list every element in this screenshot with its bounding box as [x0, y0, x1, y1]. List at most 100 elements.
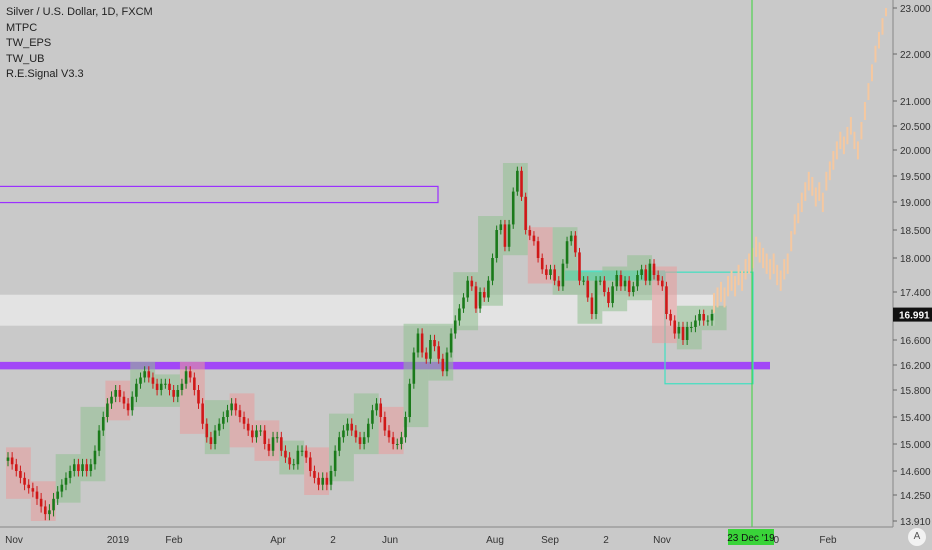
candle-body — [644, 269, 648, 281]
time-tick-label: Apr — [270, 535, 286, 546]
candle-body — [549, 269, 552, 275]
candle-body — [300, 450, 304, 452]
candle-body — [383, 417, 387, 431]
candle-body — [151, 377, 155, 384]
price-tick-label: 16.200 — [900, 361, 931, 372]
candle-body — [118, 390, 122, 397]
candle-body — [56, 491, 59, 499]
candle-body — [313, 471, 316, 478]
candle-body — [536, 241, 540, 258]
candle-shade-box — [6, 447, 31, 499]
candle-body — [462, 297, 465, 309]
candle-body — [89, 464, 93, 471]
candle-body — [230, 403, 233, 411]
candle-body — [474, 286, 478, 309]
time-tick-label: Nov — [5, 535, 23, 546]
candle-shade-box — [577, 272, 603, 324]
scale-toggle-group: A — [904, 526, 926, 546]
indicator-label-tw-eps: TW_EPS — [6, 37, 52, 49]
candle-body — [329, 471, 333, 485]
indicator-label-tw-ub: TW_UB — [6, 52, 45, 65]
candle-body — [607, 292, 610, 303]
candle-body — [358, 437, 362, 444]
price-tick-label: 19.500 — [900, 172, 931, 183]
price-tick-label: 13.910 — [900, 517, 931, 528]
candle-shade-box — [676, 305, 702, 350]
candle-body — [139, 377, 142, 384]
candle-body — [242, 417, 246, 424]
candle-shade-box — [130, 361, 156, 407]
candle-body — [52, 498, 55, 511]
price-tick-label: 14.600 — [900, 467, 931, 478]
price-tick-label: 15.000 — [900, 440, 931, 451]
candle-body — [379, 403, 383, 417]
candle-body — [706, 320, 710, 322]
candle-body — [466, 280, 469, 298]
candle-body — [619, 275, 623, 287]
candle-body — [321, 477, 325, 485]
candle-body — [180, 383, 184, 390]
candle-shade-box — [105, 380, 131, 421]
candle-body — [168, 383, 171, 390]
candle-body — [43, 506, 47, 515]
candle-body — [665, 286, 668, 314]
candle-body — [23, 477, 26, 485]
candle-shade-box — [552, 227, 578, 295]
candle-shade-box — [378, 406, 404, 455]
candle-body — [85, 464, 88, 471]
candle-shade-box — [428, 323, 454, 381]
auto-scale-button[interactable]: A — [908, 528, 926, 546]
candle-body — [565, 241, 569, 264]
candle-body — [159, 383, 163, 390]
candle-body — [213, 430, 217, 444]
candle-body — [458, 308, 461, 321]
candle-shade-box — [478, 216, 503, 306]
candle-body — [93, 450, 97, 465]
candle-body — [362, 437, 366, 444]
candle-body — [603, 280, 606, 292]
candle-body — [420, 333, 424, 353]
candle-body — [284, 450, 287, 458]
candle-shade-box — [527, 227, 553, 284]
candle-body — [391, 437, 395, 444]
candle-body — [673, 320, 677, 334]
candle-body — [222, 417, 225, 424]
candle-body — [342, 430, 345, 438]
candle-body — [516, 170, 519, 192]
candle-body — [656, 275, 660, 281]
price-tick-label: 18.500 — [900, 226, 931, 237]
time-tick-label: 2019 — [107, 535, 130, 546]
candle-body — [97, 430, 101, 451]
candle-body — [636, 275, 639, 287]
candle-body — [238, 410, 242, 417]
time-tick-label: Feb — [165, 535, 183, 546]
candle-body — [48, 510, 51, 515]
candle-body — [412, 352, 416, 384]
candle-body — [337, 437, 341, 451]
candle-body — [68, 471, 72, 478]
candle-body — [424, 352, 428, 359]
candle-body — [702, 314, 706, 321]
candle-body — [594, 280, 598, 314]
candle-body — [126, 403, 130, 411]
candle-body — [10, 457, 14, 465]
purple-support-line — [0, 361, 770, 370]
candle-body — [677, 327, 681, 334]
candle-body — [698, 314, 701, 321]
candle-body — [685, 327, 689, 340]
candle-body — [255, 430, 258, 438]
candle-shade-box — [453, 272, 479, 331]
candle-body — [304, 450, 308, 458]
candle-body — [524, 196, 527, 230]
candle-body — [366, 423, 370, 438]
price-tick-label: 14.250 — [900, 491, 931, 502]
candle-body — [470, 280, 474, 287]
price-tick-label: 21.000 — [900, 97, 931, 108]
candle-body — [661, 280, 664, 287]
candle-shade-box — [80, 406, 106, 482]
candle-body — [259, 430, 262, 432]
candle-body — [354, 430, 358, 438]
candle-body — [135, 383, 138, 397]
